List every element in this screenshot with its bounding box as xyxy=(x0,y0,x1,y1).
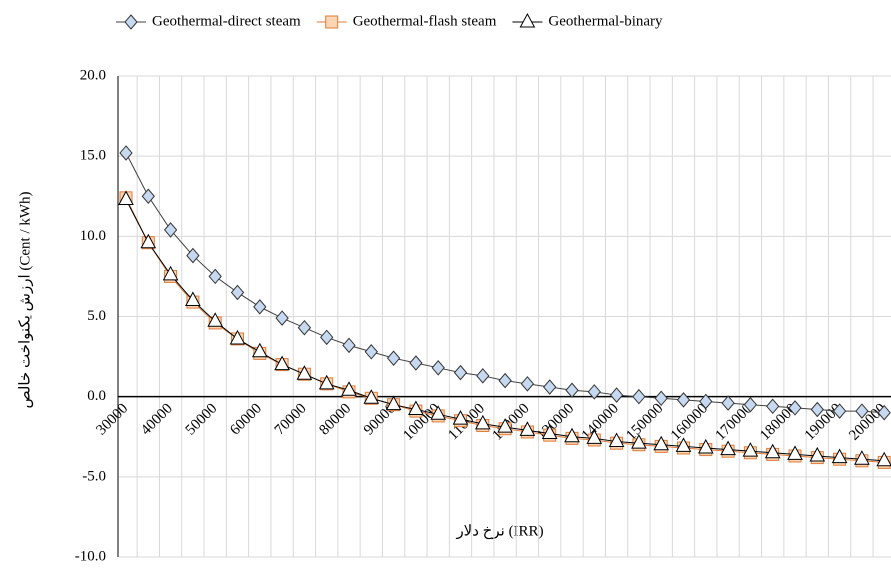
marker xyxy=(163,222,178,238)
marker xyxy=(207,312,224,327)
legend-label: Geothermal-binary xyxy=(548,13,663,29)
marker xyxy=(876,451,891,467)
marker xyxy=(140,233,157,249)
y-tick-label: 10.0 xyxy=(80,228,106,244)
marker xyxy=(452,410,469,425)
marker xyxy=(742,442,759,457)
marker xyxy=(186,247,200,264)
marker xyxy=(543,379,557,395)
marker xyxy=(118,190,134,205)
marker xyxy=(587,384,601,400)
marker xyxy=(341,381,357,396)
y-tick-label: 20.0 xyxy=(80,67,106,83)
marker xyxy=(810,401,824,418)
marker xyxy=(675,437,692,452)
legend-marker xyxy=(325,15,339,29)
marker xyxy=(318,374,335,390)
marker xyxy=(230,284,245,301)
marker xyxy=(565,382,579,399)
marker xyxy=(253,299,267,315)
marker xyxy=(832,403,847,419)
marker xyxy=(877,404,891,421)
y-tick-label: 0.0 xyxy=(87,388,106,404)
x-tick-label: 80000 xyxy=(316,401,354,439)
marker xyxy=(631,434,647,449)
marker xyxy=(787,445,803,460)
marker xyxy=(320,329,334,346)
marker xyxy=(720,440,736,456)
legend-label: Geothermal-direct steam xyxy=(152,13,301,29)
marker xyxy=(809,446,826,462)
marker xyxy=(766,398,780,415)
marker xyxy=(162,265,179,281)
marker xyxy=(274,355,290,371)
marker xyxy=(408,400,424,415)
marker xyxy=(474,414,491,430)
marker xyxy=(764,443,781,459)
marker xyxy=(721,395,735,411)
marker xyxy=(541,424,558,440)
y-tick-label: -10.0 xyxy=(75,548,106,564)
marker xyxy=(608,432,625,448)
marker xyxy=(119,145,133,161)
legend-marker xyxy=(124,14,138,30)
marker xyxy=(697,438,714,454)
marker xyxy=(409,355,423,371)
marker xyxy=(208,268,222,285)
marker xyxy=(497,418,513,433)
marker xyxy=(385,395,402,411)
marker xyxy=(520,376,535,392)
x-tick-label: 40000 xyxy=(138,401,176,439)
y-axis-label: ارزش یکنواخت خالص (Cent / kWh) xyxy=(17,191,33,408)
x-tick-label: 150000 xyxy=(623,401,666,444)
y-tick-label: 15.0 xyxy=(80,148,106,164)
marker xyxy=(297,319,312,336)
x-tick-label: 60000 xyxy=(227,401,265,439)
marker xyxy=(699,393,713,410)
x-tick-label: 30000 xyxy=(93,401,131,439)
marker xyxy=(296,365,313,380)
marker xyxy=(342,337,356,354)
marker xyxy=(586,429,603,444)
marker xyxy=(275,310,289,326)
x-axis-label: نرخ دلار (IRR) xyxy=(455,523,543,539)
y-tick-label: -5.0 xyxy=(82,468,106,484)
marker xyxy=(653,435,670,451)
marker xyxy=(141,188,155,205)
marker xyxy=(453,364,468,381)
legend-label: Geothermal-flash steam xyxy=(353,13,497,29)
marker xyxy=(431,360,445,376)
marker xyxy=(251,342,268,358)
marker xyxy=(632,388,646,405)
marker xyxy=(854,450,870,465)
marker xyxy=(743,396,758,413)
marker xyxy=(498,372,512,389)
y-tick-label: 5.0 xyxy=(87,308,106,324)
x-tick-label: 50000 xyxy=(183,401,221,439)
marker xyxy=(364,344,378,360)
marker xyxy=(855,403,869,419)
marker xyxy=(363,389,380,404)
marker xyxy=(519,421,536,436)
legend-marker xyxy=(519,12,536,28)
marker xyxy=(654,390,668,407)
marker xyxy=(229,329,246,345)
marker xyxy=(476,368,490,384)
marker xyxy=(676,392,691,408)
marker xyxy=(609,387,624,403)
marker xyxy=(831,448,848,464)
marker xyxy=(564,427,580,443)
marker xyxy=(788,400,802,416)
x-tick-label: 70000 xyxy=(272,401,310,439)
marker xyxy=(386,350,401,366)
marker xyxy=(430,405,447,420)
marker xyxy=(185,291,201,306)
